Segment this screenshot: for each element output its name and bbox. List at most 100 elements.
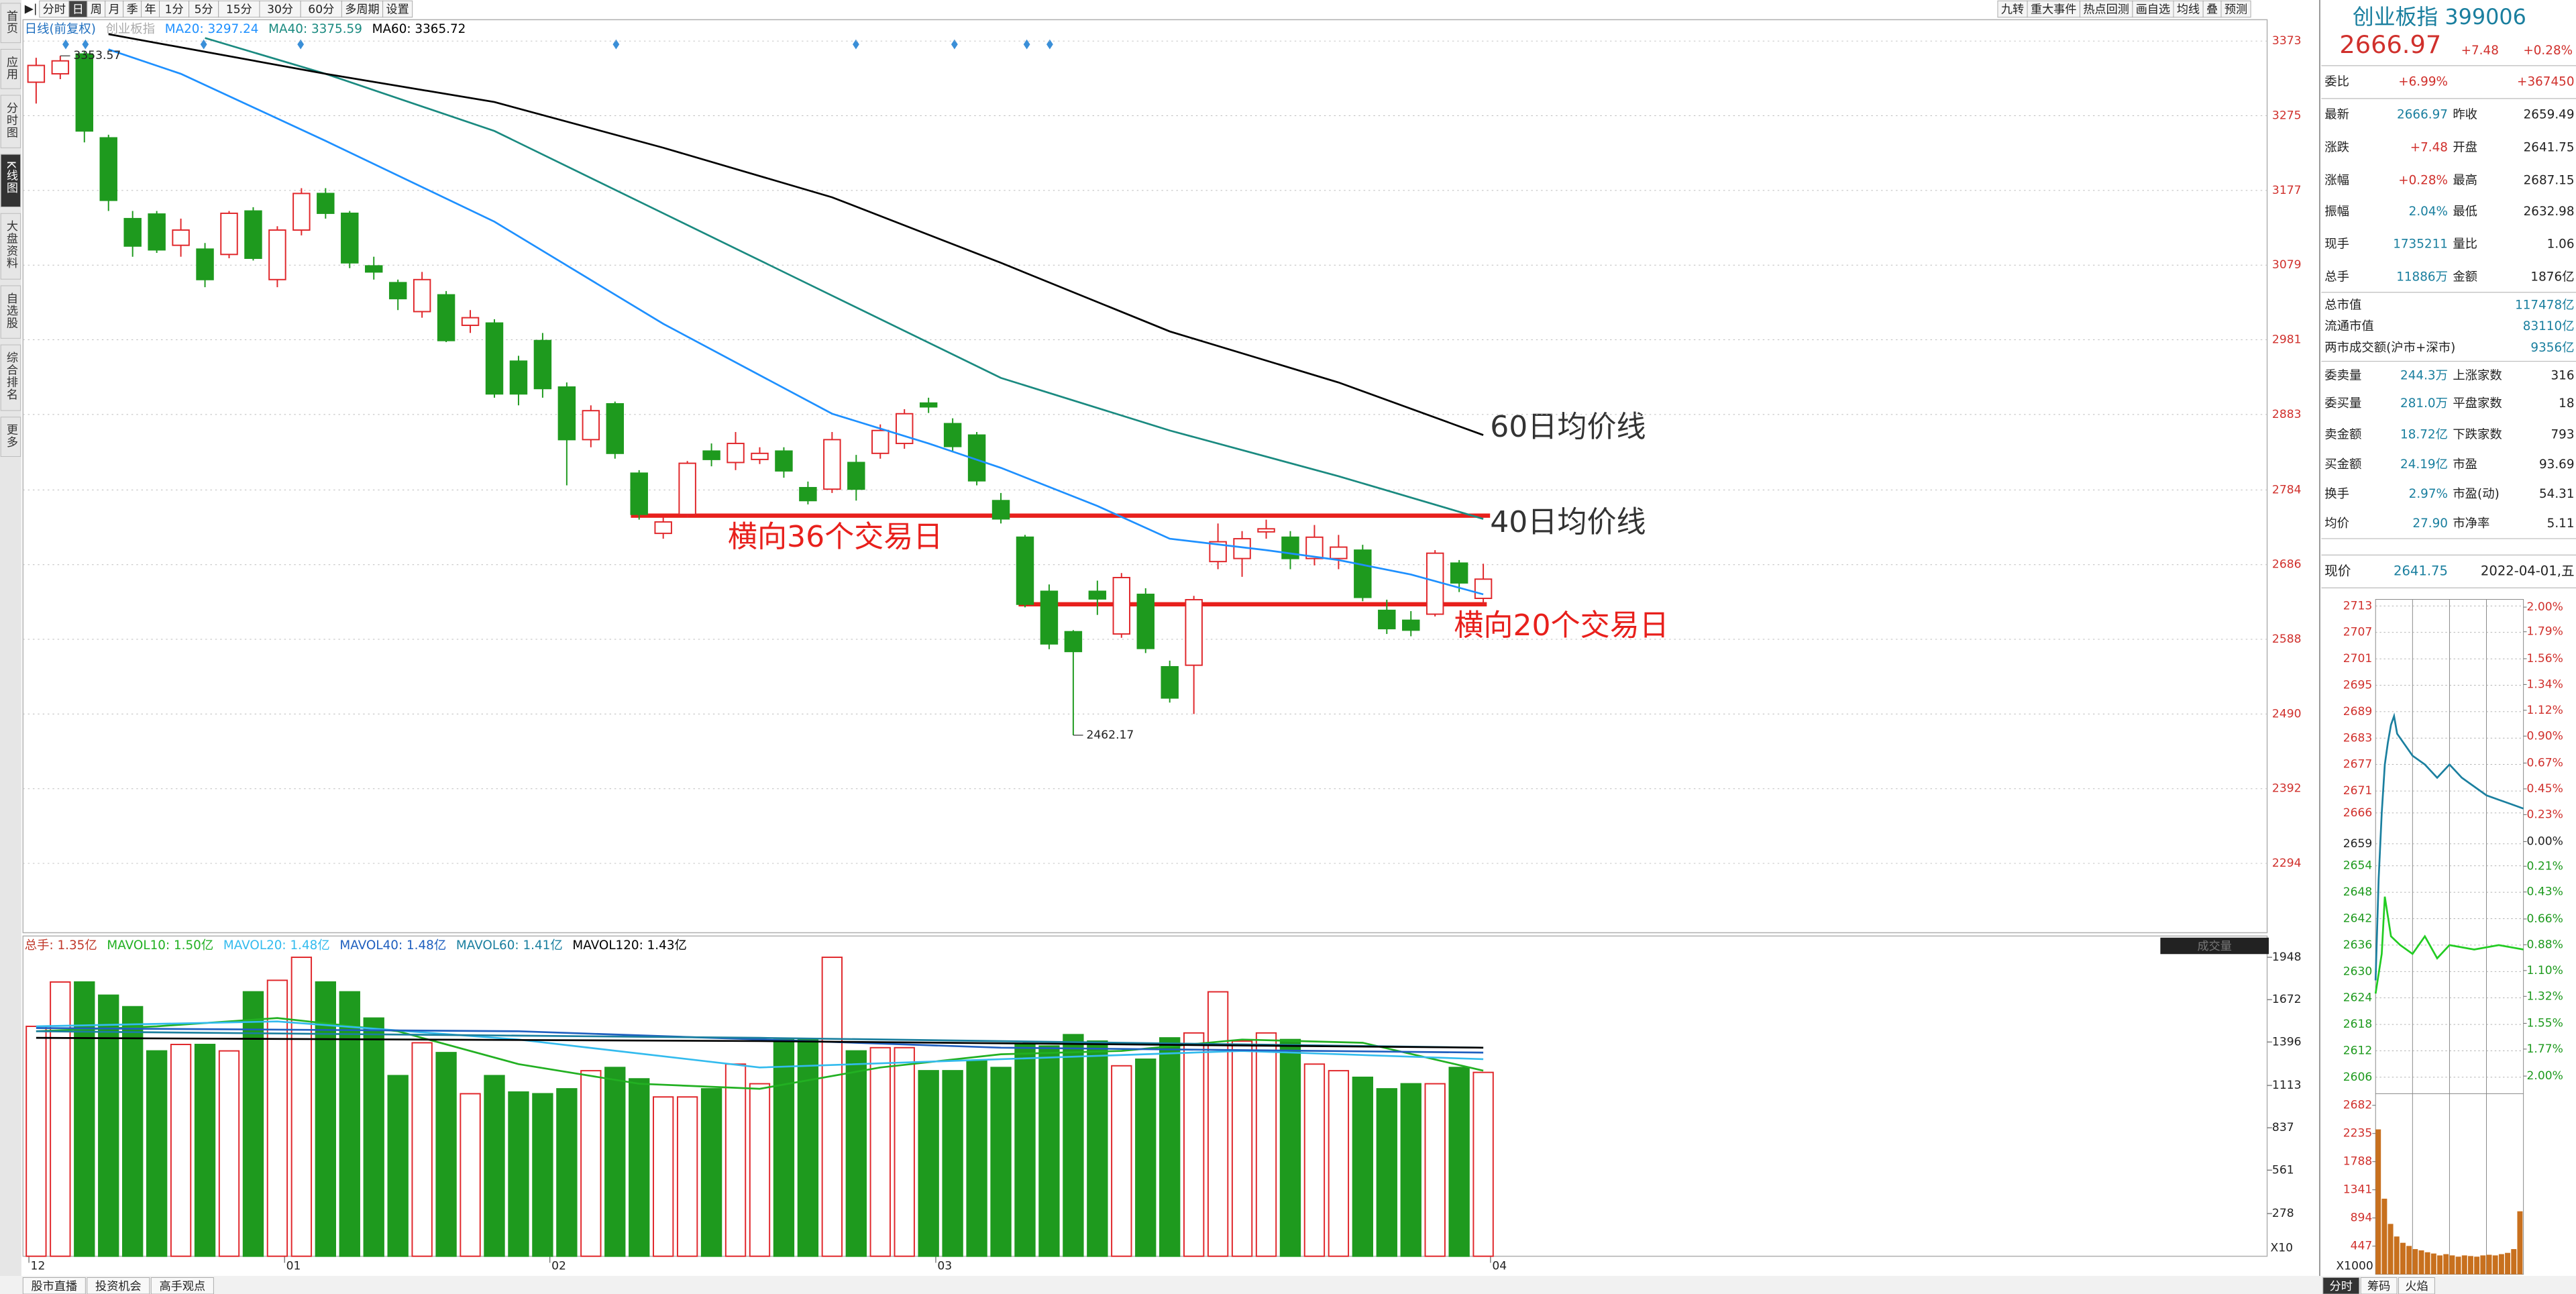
sidebar-tab[interactable] [0, 213, 21, 280]
y2-tick-label: 0.21% [2527, 859, 2563, 873]
volume-bar [1303, 1063, 1326, 1257]
period-label: 周 [91, 3, 102, 17]
volume-bar [580, 1070, 602, 1257]
y-tick-label: 2618 [2343, 1018, 2373, 1031]
sidebar-tab[interactable] [0, 417, 21, 457]
tool-button[interactable] [1997, 0, 2028, 18]
y-tick-label: 3079 [2272, 258, 2302, 272]
candle-body [919, 402, 938, 408]
intraday-volume [2406, 1246, 2412, 1275]
now-value: 2641.75 [2394, 563, 2448, 578]
quote-value: 1.06 [2547, 237, 2575, 252]
sidebar-tab[interactable] [0, 285, 21, 339]
intraday-volume [2498, 1254, 2504, 1275]
intraday-grid [2375, 599, 2524, 1275]
footer-tab[interactable] [87, 1277, 150, 1294]
tool-button[interactable] [2079, 0, 2133, 18]
volume-selector[interactable] [2160, 937, 2269, 955]
y-tick-label: 2588 [2272, 633, 2302, 646]
quote-value: 2666.97 [2397, 107, 2448, 121]
footer-tab-label: 投资机会 [95, 1280, 142, 1293]
period-label: 60分 [308, 3, 334, 17]
candle-body [1330, 546, 1348, 559]
footer-tab[interactable] [22, 1277, 86, 1294]
y-tick-label: 2654 [2343, 859, 2373, 873]
intraday-volume [2394, 1236, 2400, 1275]
tool-button[interactable] [2132, 0, 2174, 18]
y2-tick-label: 1.79% [2527, 625, 2563, 639]
sidebar-tab[interactable] [0, 154, 21, 207]
quote-label: 总市值 [2324, 298, 2361, 312]
low-label: 2462.17 [1086, 729, 1134, 742]
candle-body [317, 193, 335, 214]
sidebar-tab[interactable] [0, 3, 21, 44]
volume-bar [676, 1096, 698, 1257]
volume-bar [146, 1050, 168, 1257]
period-button[interactable] [218, 0, 260, 18]
y2-tick-label: 0.66% [2527, 912, 2563, 926]
intraday-volume [2437, 1255, 2443, 1275]
quote-value: 93.69 [2539, 457, 2575, 472]
tool-button[interactable] [2027, 0, 2080, 18]
period-button[interactable] [105, 0, 124, 18]
period-button[interactable] [39, 0, 70, 18]
x-tick-label: 12 [31, 1259, 46, 1273]
sidebar-tab[interactable] [0, 95, 21, 148]
volume-bar [1087, 1040, 1108, 1257]
period-button[interactable] [341, 0, 384, 18]
candle-body [1257, 528, 1275, 533]
y-tick-label: 2683 [2343, 731, 2373, 745]
quote-label: 换手 [2324, 487, 2349, 501]
sidebar-tab[interactable] [0, 48, 21, 89]
y2-tick-label: 2.00% [2527, 1069, 2563, 1083]
intraday-volume [2455, 1256, 2461, 1275]
period-button[interactable] [123, 0, 142, 18]
candle-body [678, 462, 696, 515]
period-button[interactable] [87, 0, 106, 18]
candle-body [1305, 536, 1324, 559]
volume-bar [821, 957, 843, 1257]
candle-body [991, 500, 1010, 520]
unit-label: X10 [2270, 1241, 2293, 1254]
candle-body [557, 386, 576, 441]
footer-tab[interactable] [2360, 1277, 2398, 1294]
ma-line [36, 1030, 1484, 1049]
footer-tab-label: 高手观点 [160, 1280, 206, 1293]
footer-tab[interactable] [2322, 1277, 2360, 1294]
y-tick-label: 2682 [2343, 1099, 2373, 1112]
period-button[interactable] [141, 0, 160, 18]
candle-body [75, 53, 94, 132]
period-button[interactable] [259, 0, 301, 18]
legend-entry: 创业板指 [106, 22, 155, 36]
tool-button[interactable] [2220, 0, 2251, 18]
volume-bar [218, 1050, 240, 1257]
y-tick-label: 447 [2351, 1240, 2373, 1253]
unit-label: X1000 [2336, 1259, 2373, 1273]
quote-price: 2666.97 [2339, 30, 2441, 59]
sidebar-tab-label: 首页 [4, 10, 18, 35]
tool-button[interactable] [2173, 0, 2204, 18]
quote-label: 下跌家数 [2453, 428, 2502, 442]
footer-tab[interactable] [150, 1277, 214, 1294]
quote-value: 2659.49 [2524, 107, 2575, 121]
y-tick-label: 2784 [2272, 483, 2302, 496]
sidebar-tab[interactable] [0, 344, 21, 411]
volume-bar [508, 1091, 529, 1257]
sidebar-tab-label: 自选股 [4, 292, 18, 329]
period-button[interactable] [300, 0, 342, 18]
annotation: 40日均价线 [1490, 505, 1646, 539]
quote-label: 均价 [2324, 517, 2349, 531]
quote-label: 振幅 [2324, 205, 2349, 219]
volume-bar [556, 1088, 578, 1257]
intraday-volume [2418, 1250, 2424, 1275]
candle-body [99, 137, 117, 201]
sidebar-tab-label: 应用 [4, 56, 18, 80]
y-tick-label: 2612 [2343, 1044, 2373, 1057]
candle-body [751, 452, 769, 460]
y-tick-label: 3177 [2272, 184, 2302, 197]
footer-tab-label: 火焰 [2405, 1280, 2428, 1293]
y2-tick-label: 0.23% [2527, 808, 2563, 821]
period-button[interactable] [382, 0, 413, 18]
ma-line [36, 1036, 1484, 1049]
footer-tab[interactable] [2398, 1277, 2435, 1294]
